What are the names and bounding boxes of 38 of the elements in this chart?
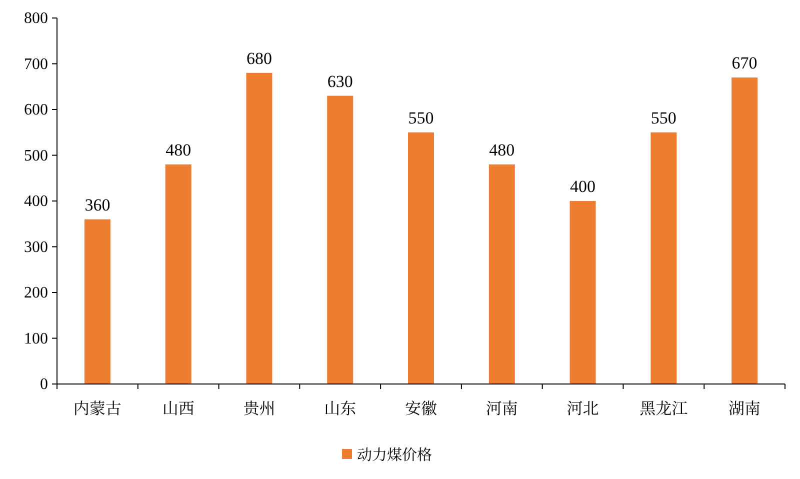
y-tick-label: 500 xyxy=(24,147,48,164)
y-tick-label: 400 xyxy=(24,193,48,210)
data-label: 680 xyxy=(246,48,272,68)
x-tick-label: 山西 xyxy=(162,396,194,419)
data-label: 480 xyxy=(166,140,192,160)
y-tick-label: 100 xyxy=(24,330,48,348)
x-tick-label: 河北 xyxy=(566,396,599,419)
data-label: 550 xyxy=(408,108,434,128)
y-tick-label: 0 xyxy=(40,376,48,393)
y-tick-label: 700 xyxy=(24,56,48,73)
data-label: 480 xyxy=(489,140,515,160)
x-tick-label: 安徽 xyxy=(404,396,438,419)
data-label: 630 xyxy=(327,72,353,91)
y-tick-label: 300 xyxy=(24,238,48,256)
bar xyxy=(650,132,677,384)
y-tick-label: 200 xyxy=(24,284,48,302)
data-label: 550 xyxy=(650,108,676,128)
bar xyxy=(84,219,110,384)
data-label: 360 xyxy=(84,195,110,214)
x-tick-label: 山东 xyxy=(324,396,356,419)
bar xyxy=(246,72,272,384)
legend-label: 动力煤价格 xyxy=(357,444,432,465)
legend: 动力煤价格 xyxy=(342,444,432,465)
x-tick-label: 河南 xyxy=(486,396,518,419)
bar xyxy=(570,201,596,384)
bar xyxy=(408,132,434,384)
bar xyxy=(488,164,515,384)
y-tick-label: 800 xyxy=(24,10,48,27)
x-tick-label: 内蒙古 xyxy=(73,396,122,419)
bar xyxy=(327,96,354,384)
x-tick-label: 贵州 xyxy=(243,396,276,419)
x-tick-label: 湖南 xyxy=(728,396,761,419)
y-tick-label: 600 xyxy=(24,102,48,118)
bar xyxy=(165,164,192,384)
data-label: 670 xyxy=(732,53,758,72)
data-label: 400 xyxy=(570,177,596,196)
x-tick-label: 黑龙江 xyxy=(640,396,688,419)
bar xyxy=(732,77,758,384)
